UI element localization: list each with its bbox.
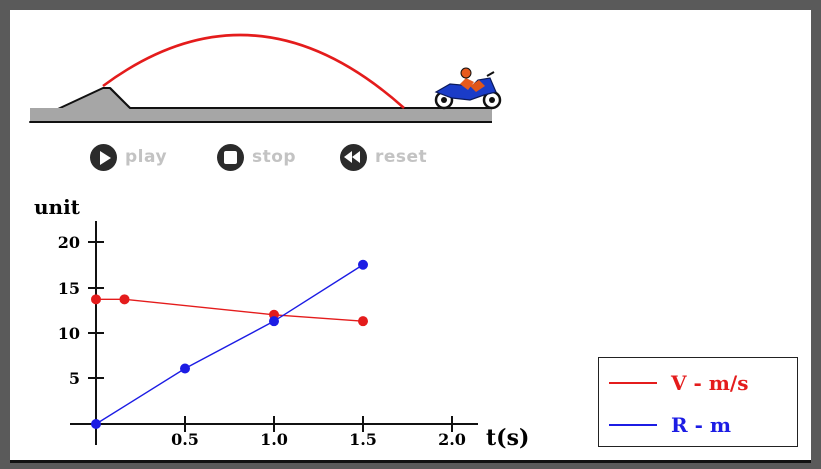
x-tick-group: 0.5 1.0 1.5 2.0 <box>171 416 466 449</box>
animation-scene <box>29 33 502 123</box>
motorcycle-icon <box>434 67 502 110</box>
series-layer <box>91 259 368 429</box>
x-tick-label: 2.0 <box>438 430 466 449</box>
legend-label-velocity: V - m/s <box>671 371 749 395</box>
stop-icon <box>217 143 244 171</box>
x-tick-label: 1.5 <box>349 430 377 449</box>
legend-swatch-range <box>609 424 657 426</box>
stop-button[interactable]: stop <box>217 142 296 172</box>
play-icon <box>90 143 117 171</box>
legend-label-range: R - m <box>671 413 732 437</box>
legend-item-range: R - m <box>599 410 797 440</box>
reset-button[interactable]: reset <box>340 142 427 172</box>
x-axis-title: t(s) <box>486 425 529 451</box>
data-point-range <box>91 419 101 429</box>
legend-swatch-velocity <box>609 382 657 384</box>
y-axis-title: unit <box>34 195 81 219</box>
stop-label: stop <box>252 147 297 167</box>
data-point-velocity <box>358 316 368 327</box>
y-tick-label: 5 <box>69 369 80 388</box>
legend-item-velocity: V - m/s <box>599 368 797 398</box>
y-tick-group: 5 10 15 20 <box>58 233 104 388</box>
series-line-range <box>95 264 364 425</box>
bottom-divider <box>10 460 811 463</box>
y-tick-label: 10 <box>58 324 80 343</box>
data-point-range <box>180 363 190 374</box>
data-point-velocity <box>119 294 130 305</box>
data-point-range <box>358 259 368 270</box>
play-button[interactable]: play <box>90 142 167 172</box>
data-point-velocity <box>91 294 101 305</box>
jump-trajectory <box>102 33 405 109</box>
series-line-velocity <box>96 298 364 322</box>
ground-outline <box>109 87 492 109</box>
rewind-icon <box>340 143 367 171</box>
legend: V - m/s R - m <box>598 357 798 447</box>
y-tick-label: 20 <box>58 233 80 252</box>
play-label: play <box>125 147 168 167</box>
y-tick-label: 15 <box>58 279 80 298</box>
reset-label: reset <box>375 147 428 167</box>
ground-strip <box>30 108 492 122</box>
data-point-range <box>269 316 279 327</box>
x-tick-label: 1.0 <box>260 430 288 449</box>
x-tick-label: 0.5 <box>171 430 199 449</box>
